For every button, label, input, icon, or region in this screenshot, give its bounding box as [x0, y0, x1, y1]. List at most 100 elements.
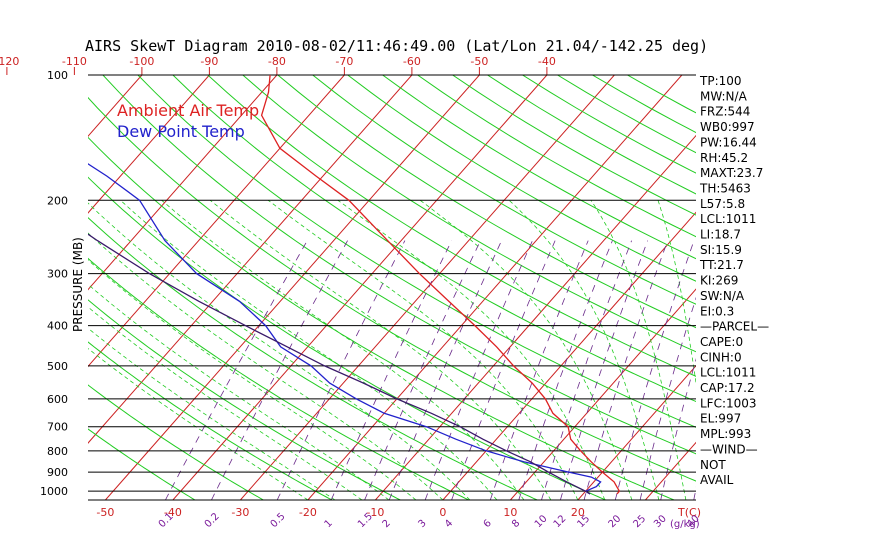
index-entry: LI:18.7: [700, 228, 741, 242]
isotherm-line: [0, 75, 7, 500]
mixing-ratio-label: 3: [416, 518, 428, 530]
pressure-tick-label: 300: [47, 268, 68, 281]
mixing-ratio-label: 0.2: [203, 511, 222, 530]
moist-adiabat-line: [88, 259, 417, 500]
bottom-tick-label: -50: [96, 506, 114, 519]
pressure-tick-label: 600: [47, 393, 68, 406]
mixing-ratio-label: 20: [607, 513, 624, 530]
series-line: [88, 233, 591, 495]
sounding-series: [88, 75, 621, 495]
top-tick-label: -50: [470, 55, 488, 68]
pressure-tick-label: 700: [47, 421, 68, 434]
moist-adiabat-line: [657, 200, 696, 386]
index-entry: CAPE:0: [700, 335, 743, 349]
index-entry: TH:5463: [699, 181, 751, 195]
isotherm-line: [780, 75, 870, 500]
moist-adiabat-line: [209, 199, 552, 500]
pressure-tick-label: 200: [47, 194, 68, 207]
legend-entry: Dew Point Temp: [117, 122, 245, 141]
moist-adiabat-line: [88, 327, 336, 500]
index-entry: LFC:1003: [700, 396, 757, 410]
dry-adiabat-line: [242, 75, 696, 353]
dry-adiabat-line: [487, 75, 696, 195]
mixing-ratio-label: 30: [652, 513, 669, 530]
isobar-lines: [88, 74, 696, 501]
top-tick-label: -110: [62, 55, 87, 68]
mixing-ratio-line: [330, 240, 453, 500]
bottom-tick-label: 10: [503, 506, 517, 519]
bottom-tick-label: -40: [164, 506, 182, 519]
mixing-ratio-label: 12: [552, 513, 569, 530]
index-entry: FRZ:544: [700, 105, 750, 119]
pressure-axis: 100 200 300 400 500 600 700 800 900 1000: [40, 69, 68, 498]
series-line: [260, 75, 621, 495]
index-entry: RH:45.2: [700, 151, 748, 165]
top-tick-label: -120: [0, 55, 19, 68]
isotherm-line: [88, 75, 278, 291]
mixing-ratio-label: 8: [510, 518, 522, 530]
index-entry: —WIND—: [700, 442, 758, 456]
dry-adiabat-line: [102, 75, 696, 455]
mixing-ratio-label: 1: [323, 518, 335, 530]
dry-adiabat-line: [522, 75, 696, 174]
legend: Ambient Air Temp Dew Point Temp: [117, 101, 259, 141]
mixing-unit-label: (g/kg): [670, 519, 700, 530]
mixing-ratio-label: 25: [631, 513, 648, 530]
mixing-ratio-line: [451, 240, 556, 500]
bottom-tick-label: 0: [439, 506, 446, 519]
index-entry: MAXT:23.7: [700, 166, 763, 180]
mixing-ratio-line: [518, 240, 613, 500]
moist-adiabat-line: [337, 199, 606, 500]
index-entry: SW:N/A: [700, 289, 745, 303]
index-entry: L57:5.8: [700, 197, 745, 211]
index-entry: MPL:993: [700, 427, 751, 441]
top-tick-label: -40: [538, 55, 556, 68]
index-entry: AVAIL: [700, 473, 734, 487]
pressure-tick-label: 800: [47, 445, 68, 458]
dry-adiabat-line: [417, 75, 696, 238]
index-entry: TT:21.7: [699, 258, 744, 272]
mixing-ratio-label: 4: [443, 518, 455, 530]
mixing-ratio-line: [276, 240, 406, 500]
dry-adiabat-line: [347, 75, 696, 282]
bottom-tick-label: 20: [571, 506, 585, 519]
bottom-tick-label: -20: [299, 506, 317, 519]
y-axis-label: PRESSURE (MB): [71, 237, 85, 332]
index-entry: PW:16.44: [700, 135, 757, 149]
index-entry: TP:100: [699, 74, 742, 88]
mixing-ratio-line: [165, 240, 308, 500]
mixing-ratio-line: [489, 240, 589, 500]
index-entry: SI:15.9: [700, 243, 742, 257]
top-temperature-axis: -120 -110 -100 -90 -80 -70 -60 -50 -40: [0, 55, 556, 75]
index-entry: NOT: [700, 458, 726, 472]
mixing-ratio-label: 6: [482, 518, 494, 530]
isotherm-line: [510, 288, 696, 500]
isotherm-line: [172, 75, 548, 500]
dry-adiabat-line: [207, 75, 696, 377]
moist-adiabat-line: [419, 199, 633, 500]
top-tick-label: -70: [335, 55, 353, 68]
moist-adiabat-line: [161, 199, 525, 500]
bottom-tick-label: -10: [366, 506, 384, 519]
top-tick-label: -80: [268, 55, 286, 68]
pressure-tick-label: 400: [47, 320, 68, 333]
legend-entry: Ambient Air Temp: [117, 101, 259, 120]
mixing-ratio-line: [560, 240, 649, 500]
temperature-unit-label: T(C): [677, 506, 701, 519]
dry-adiabat-line: [172, 75, 696, 403]
pressure-tick-label: 1000: [40, 485, 68, 498]
dry-adiabat-line: [382, 75, 696, 260]
isotherm-line: [88, 75, 210, 214]
moist-adiabat-line: [88, 232, 444, 500]
mixing-ratio-line: [639, 296, 696, 500]
isotherm-line: [105, 75, 480, 500]
dry-adiabat-line: [277, 75, 696, 329]
pressure-tick-label: 100: [47, 69, 68, 82]
mixing-ratio-line: [364, 240, 481, 500]
mixing-ratio-line: [424, 240, 533, 500]
isotherm-line: [307, 75, 683, 500]
moist-adiabat-line: [267, 199, 579, 500]
moist-adiabat-line: [88, 347, 309, 500]
